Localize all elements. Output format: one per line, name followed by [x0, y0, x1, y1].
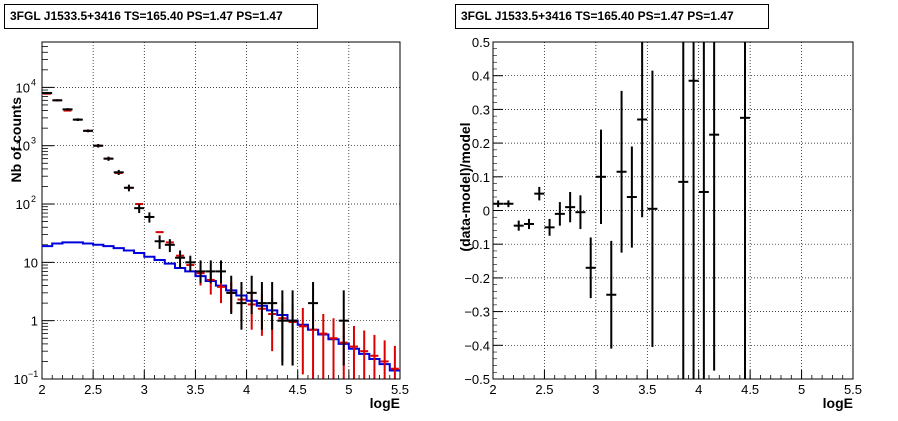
residuals-y-tick-label: 0.5 [472, 35, 490, 50]
counts-x-tick-label: 3.5 [186, 382, 204, 397]
residuals-y-tick-label: −0.1 [464, 237, 490, 252]
counts-x-tick-label: 4.5 [289, 382, 307, 397]
residuals-x-tick-label: 2 [489, 382, 496, 397]
counts-y-tick-label: 10 [16, 197, 30, 212]
residuals-y-tick-label: 0.2 [472, 136, 490, 151]
counts-x-tick-label: 2.5 [84, 382, 102, 397]
residuals-x-tick-label: 5.5 [844, 382, 862, 397]
residuals-y-axis-label: (data-model)/model [457, 122, 473, 251]
counts-x-tick-label: 4 [243, 382, 250, 397]
residuals-x-tick-label: 2.5 [535, 382, 553, 397]
residuals-panel: 2 2.5 3 3.5 4 4.5 5 5.5 logE 0.5 0.4 0.3 0.2 0.1 0 −0.1… [449, 0, 898, 421]
counts-y-tick-label: 1 [31, 314, 38, 329]
counts-x-tick-label: 2 [38, 382, 45, 397]
residuals-x-tick-label: 3 [592, 382, 599, 397]
residuals-y-tick-label: 0.4 [472, 69, 490, 84]
counts-y-tick-exponent: 3 [31, 136, 36, 146]
counts-y-axis-label: Nb of counts [8, 97, 24, 183]
residuals-y-tick-label: −0.2 [464, 271, 490, 286]
counts-x-tick-label: 3 [141, 382, 148, 397]
counts-y-tick-exponent: −1 [28, 369, 38, 379]
counts-x-axis-label: logE [370, 395, 400, 411]
counts-y-tick-label: 10 [24, 255, 38, 270]
residuals-x-axis-label: logE [823, 395, 853, 411]
counts-y-tick-exponent: 2 [31, 194, 36, 204]
residuals-y-tick-label: 0.1 [472, 170, 490, 185]
counts-model-histogram [42, 241, 400, 372]
residuals-y-tick-label: −0.3 [464, 305, 490, 320]
residuals-y-tick-label: 0.3 [472, 102, 490, 117]
counts-y-tick-label: 10 [14, 372, 28, 387]
residuals-x-tick-label: 5 [798, 382, 805, 397]
residuals-x-tick-label: 4 [695, 382, 702, 397]
counts-x-tick-label: 5 [345, 382, 352, 397]
residuals-y-tick-label: −0.4 [464, 338, 490, 353]
counts-panel: 2 2.5 3 3.5 4 4.5 5 5.5 logE 10 4 10 3 10 2 10 1 10 −1 Nb o… [4, 4, 409, 411]
counts-frame [41, 41, 401, 380]
counts-x-tick-label: 5.5 [391, 382, 409, 397]
counts-chart-title: 3FGL J1533.5+3416 TS=165.40 PS=1.47 PS=1… [4, 4, 318, 29]
counts-y-tick-label: 10 [16, 80, 30, 95]
residuals-x-tick-label: 3.5 [638, 382, 656, 397]
residuals-chart-title: 3FGL J1533.5+3416 TS=165.40 PS=1.47 PS=1… [455, 4, 769, 29]
residuals-y-tick-label: 0 [483, 204, 490, 219]
counts-y-tick-exponent: 4 [31, 77, 36, 87]
counts-y-tick-label: 10 [16, 139, 30, 154]
residuals-x-tick-label: 4.5 [741, 382, 759, 397]
residuals-y-tick-label: −0.5 [464, 372, 490, 387]
